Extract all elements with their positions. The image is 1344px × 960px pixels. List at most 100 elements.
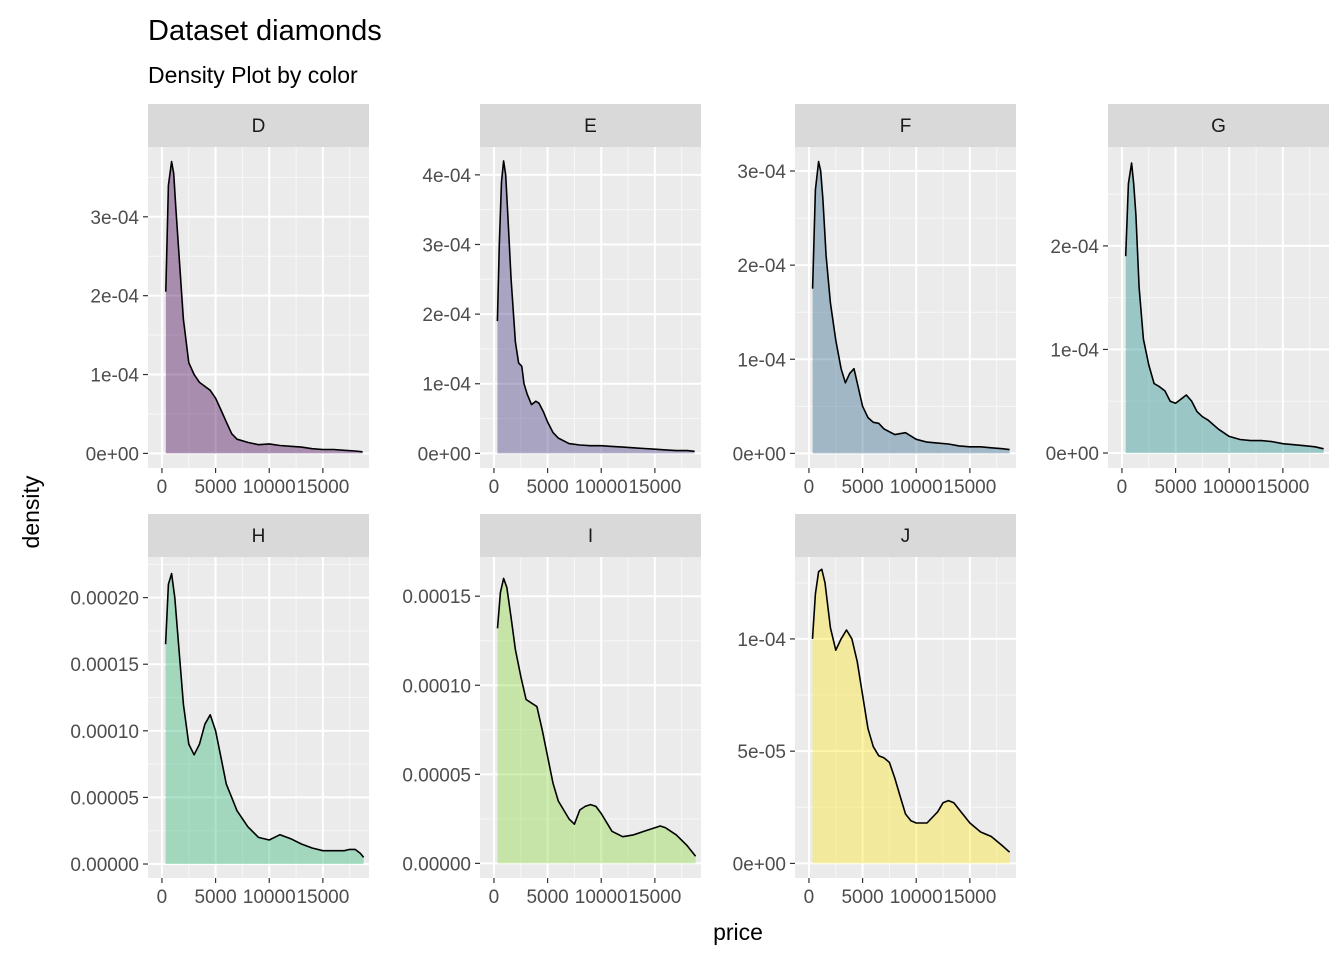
facet-strip [480,514,701,557]
x-tick-label: 15000 [628,477,681,498]
facet-panel-f: F 0 5000 10000 15000 0e+00 1e-04 2e-04 3e-04 [733,104,1016,498]
density-area-g [1125,163,1324,453]
y-tick-label: 2e-04 [737,256,786,277]
y-tick-label: 0e+00 [418,444,471,465]
y-tick-label: 2e-04 [90,287,139,308]
y-tick-label: 3e-04 [737,162,786,183]
y-tick-label: 0.00005 [402,765,471,786]
density-area-e [497,160,695,454]
density-line-j [811,568,1011,853]
x-tick-label: 15000 [296,887,349,908]
x-tick-label: 15000 [1256,477,1309,498]
facet-panel-h: H 0 5000 10000 15000 0.00000 0.00005 0.00010 0.0… [70,514,369,908]
facet-strip [148,104,369,147]
density-area-i [497,578,696,864]
density-line-f [811,160,1010,451]
y-tick-label: 0e+00 [733,444,786,465]
facet-strip-label: F [900,116,912,137]
density-line-h [164,572,365,858]
x-tick-label: 10000 [890,887,943,908]
density-area-f [812,161,1010,454]
density-line-e [496,160,695,453]
x-tick-label: 5000 [526,477,568,498]
x-axis-title: price [713,919,763,945]
density-area-d [165,161,363,454]
x-tick-label: 10000 [575,477,628,498]
y-tick-label: 0.00015 [402,587,471,608]
facet-strip [1108,104,1329,147]
x-tick-label: 5000 [1154,477,1196,498]
x-tick-label: 0 [489,477,500,498]
facet-strip-label: G [1211,116,1226,137]
y-tick-label: 1e-04 [90,366,139,387]
y-tick-label: 0.00020 [70,589,139,610]
x-tick-label: 10000 [243,477,296,498]
x-tick-label: 15000 [628,887,681,908]
facet-strip-label: I [588,526,593,547]
x-tick-label: 0 [157,477,168,498]
x-tick-label: 0 [157,887,168,908]
facet-strip [148,514,369,557]
x-tick-label: 15000 [943,887,996,908]
density-area-h [165,573,364,864]
x-tick-label: 5000 [526,887,568,908]
y-tick-label: 3e-04 [90,208,139,229]
x-tick-label: 0 [489,887,500,908]
y-tick-label: 1e-04 [1050,340,1099,361]
y-tick-label: 3e-04 [422,235,471,256]
facet-strip [480,104,701,147]
y-tick-label: 2e-04 [1050,237,1099,258]
facet-panel-g: G 0 5000 10000 15000 0e+00 1e-04 2e-04 [1046,104,1329,498]
x-tick-label: 5000 [194,477,236,498]
panel-background [480,147,701,468]
panel-background [1108,147,1329,468]
y-tick-label: 1e-04 [737,630,786,651]
y-tick-label: 4e-04 [422,166,471,187]
facet-strip-label: J [901,526,911,547]
x-tick-label: 10000 [1203,477,1256,498]
x-tick-label: 0 [1117,477,1128,498]
x-tick-label: 0 [804,477,815,498]
y-tick-label: 0.00000 [402,854,471,875]
facet-panel-e: E 0 5000 10000 15000 0e+00 1e-04 2e-04 3e-04 4e-0… [418,104,701,498]
y-tick-label: 0.00000 [70,855,139,876]
panel-background [795,557,1016,878]
y-tick-label: 0.00010 [70,722,139,743]
y-axis-title: density [18,475,44,548]
y-tick-label: 0.00015 [70,655,139,676]
panel-background [480,557,701,878]
y-tick-label: 0e+00 [86,444,139,465]
x-tick-label: 5000 [841,477,883,498]
x-tick-label: 10000 [890,477,943,498]
panel-background [148,147,369,468]
facet-strip [795,514,1016,557]
x-tick-label: 15000 [943,477,996,498]
y-tick-label: 0e+00 [1046,444,1099,465]
chart-subtitle: Density Plot by color [148,62,358,88]
x-tick-label: 0 [804,887,815,908]
x-tick-label: 10000 [575,887,628,908]
x-tick-label: 15000 [296,477,349,498]
density-line-d [165,160,363,453]
facet-panel-d: D 0 5000 10000 15000 0e+00 1e-04 2e-04 3e-04 [86,104,369,498]
facet-strip-label: H [252,526,266,547]
density-line-g [1124,162,1324,450]
facet-strip [795,104,1016,147]
facet-strip-label: E [584,116,597,137]
facet-panel-j: J 0 5000 10000 15000 0e+00 5e-05 1e-04 [733,514,1016,908]
y-tick-label: 0e+00 [733,854,786,875]
y-tick-label: 0.00010 [402,676,471,697]
y-tick-label: 1e-04 [422,375,471,396]
y-tick-label: 2e-04 [422,305,471,326]
y-tick-label: 0.00005 [70,788,139,809]
x-tick-label: 10000 [243,887,296,908]
density-line-i [496,577,697,857]
x-tick-label: 5000 [194,887,236,908]
density-area-j [812,569,1010,864]
facet-strip-label: D [252,116,266,137]
x-tick-label: 5000 [841,887,883,908]
y-tick-label: 1e-04 [737,350,786,371]
y-tick-label: 5e-05 [737,742,786,763]
